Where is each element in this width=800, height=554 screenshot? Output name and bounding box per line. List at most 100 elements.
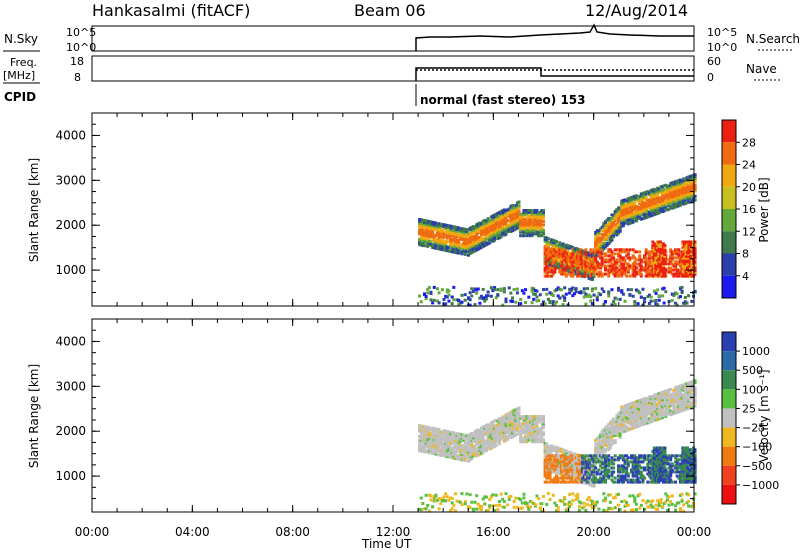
data-cell <box>602 499 606 503</box>
data-cell <box>533 219 537 223</box>
data-cell <box>566 464 570 468</box>
data-cell <box>445 245 449 249</box>
nsky-right-tick-top: 10^5 <box>707 26 737 39</box>
data-cell <box>551 493 555 497</box>
data-cell <box>687 247 691 251</box>
data-cell <box>519 506 523 510</box>
data-cell <box>515 432 519 436</box>
data-cell <box>613 248 617 252</box>
data-cell <box>548 450 552 454</box>
data-cell <box>678 198 682 202</box>
data-cell <box>607 258 611 262</box>
data-cell <box>532 434 536 438</box>
data-cell <box>517 411 521 415</box>
data-cell <box>491 422 495 426</box>
data-cell <box>675 274 679 278</box>
data-cell <box>452 243 456 247</box>
data-cell <box>483 231 487 235</box>
data-cell <box>602 437 606 441</box>
data-cell <box>586 462 590 466</box>
data-cell <box>437 453 441 457</box>
data-cell <box>652 193 656 197</box>
data-cell <box>520 289 524 293</box>
data-cell <box>470 439 474 443</box>
data-cell <box>486 242 490 246</box>
data-cell <box>569 258 573 262</box>
data-cell <box>530 228 534 232</box>
data-cell <box>607 290 611 294</box>
data-cell <box>419 229 423 233</box>
data-cell <box>572 287 576 291</box>
data-cell <box>514 227 518 231</box>
data-cell <box>449 441 453 445</box>
data-cell <box>616 286 620 290</box>
data-cell <box>528 505 532 509</box>
data-cell <box>543 252 547 256</box>
data-cell <box>582 456 586 460</box>
colorbar-tick-label: 12 <box>742 225 756 238</box>
data-cell <box>466 441 470 445</box>
data-cell <box>568 456 572 460</box>
data-cell <box>541 232 545 236</box>
data-cell <box>507 427 511 431</box>
data-cell <box>610 229 614 233</box>
data-cell <box>569 264 573 268</box>
data-cell <box>422 450 426 454</box>
data-cell <box>478 223 482 227</box>
data-cell <box>514 211 518 215</box>
colorbar-tick-label: 16 <box>742 203 756 216</box>
data-cell <box>608 268 612 272</box>
data-cell <box>512 505 516 509</box>
data-cell <box>426 443 430 447</box>
data-cell <box>684 274 688 278</box>
data-cell <box>468 246 472 250</box>
data-cell <box>493 434 497 438</box>
data-cell <box>533 232 537 236</box>
data-cell <box>520 424 524 428</box>
data-cell <box>486 437 490 441</box>
data-cell <box>651 245 655 249</box>
data-cell <box>595 260 599 264</box>
data-cell <box>641 213 645 217</box>
data-cell <box>687 188 691 192</box>
data-cell <box>605 444 609 448</box>
data-cell <box>517 222 521 226</box>
data-cell <box>475 449 479 453</box>
data-cell <box>691 263 695 267</box>
data-cell <box>663 270 667 274</box>
data-cell <box>612 213 616 217</box>
data-cell <box>584 268 588 272</box>
data-cell <box>682 301 686 305</box>
data-cell <box>553 454 557 458</box>
data-cell <box>558 454 562 458</box>
data-cell <box>501 417 505 421</box>
data-cell <box>599 243 603 247</box>
data-cell <box>465 233 469 237</box>
data-cell <box>426 228 430 232</box>
data-cell <box>465 237 469 241</box>
data-cell <box>605 242 609 246</box>
data-cell <box>528 209 532 213</box>
data-cell <box>603 478 607 482</box>
data-cell <box>618 270 622 274</box>
data-cell <box>444 435 448 439</box>
data-cell <box>587 253 591 257</box>
data-cell <box>543 462 547 466</box>
data-cell <box>511 296 515 300</box>
data-cell <box>590 278 594 282</box>
data-cell <box>687 244 691 248</box>
data-cell <box>605 435 609 439</box>
data-cell <box>449 233 453 237</box>
data-cell <box>657 251 661 255</box>
data-cell <box>595 447 599 451</box>
data-cell <box>687 184 691 188</box>
data-cell <box>652 256 656 260</box>
data-cell <box>556 480 560 484</box>
data-cell <box>684 242 688 246</box>
data-cell <box>602 302 606 306</box>
data-cell <box>654 274 658 278</box>
data-cell <box>589 499 593 503</box>
data-cell <box>566 264 570 268</box>
data-cell <box>507 433 511 437</box>
data-cell <box>493 287 497 291</box>
